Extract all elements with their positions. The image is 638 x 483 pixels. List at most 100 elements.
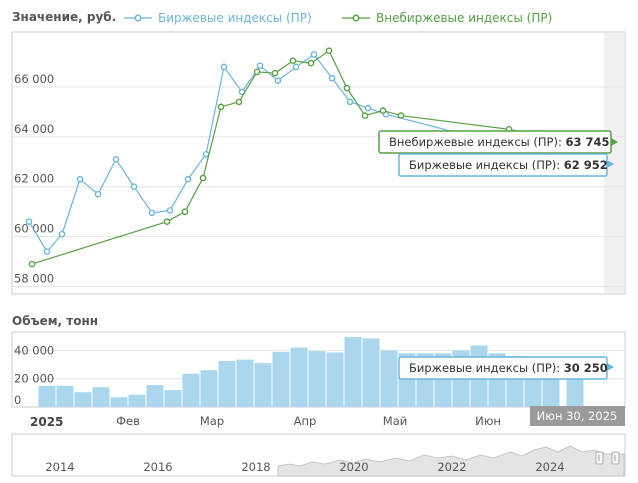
legend-item-otc[interactable]: Внебиржевые индексы (ПР)	[342, 11, 552, 25]
price-point-exchange[interactable]	[292, 63, 300, 71]
volume-bar[interactable]	[146, 385, 164, 407]
volume-bar[interactable]	[236, 359, 254, 407]
tooltip-otc: Внебиржевые индексы (ПР): 63 745	[378, 130, 618, 154]
tooltip-exchange: Биржевые индексы (ПР): 62 952	[398, 153, 614, 177]
volume-bar[interactable]	[38, 385, 56, 407]
price-point-exchange[interactable]	[94, 190, 102, 198]
price-point-exchange[interactable]	[148, 209, 156, 217]
volume-bar[interactable]	[290, 347, 308, 407]
price-point-otc[interactable]	[343, 84, 351, 92]
price-y-tick-label: 58 000	[14, 272, 54, 286]
price-point-exchange[interactable]	[184, 175, 192, 183]
price-point-otc[interactable]	[235, 98, 243, 106]
price-point-otc[interactable]	[28, 260, 36, 268]
price-point-exchange[interactable]	[274, 77, 282, 84]
price-point-exchange[interactable]	[202, 150, 210, 158]
legend-label-exchange: Биржевые индексы (ПР)	[158, 11, 312, 25]
price-point-otc[interactable]	[181, 208, 189, 215]
price-y-ticks: 58 000 60 000 62 000 64 000 66 000	[14, 72, 54, 286]
volume-bar[interactable]	[380, 350, 398, 407]
price-point-otc[interactable]	[325, 47, 333, 55]
price-point-exchange[interactable]	[58, 230, 66, 238]
volume-bar[interactable]	[254, 363, 272, 407]
volume-bar[interactable]	[164, 390, 182, 407]
navigator-year-label: 2022	[437, 460, 466, 474]
volume-bar[interactable]	[182, 373, 200, 407]
price-plot-shade	[604, 33, 624, 293]
tooltip-exchange-label: Биржевые индексы (ПР):	[409, 158, 560, 172]
price-point-exchange[interactable]	[130, 183, 138, 191]
price-y-tick-label: 62 000	[14, 172, 54, 186]
navigator-years: 2014 2016 2018 2020 2022 2024	[45, 460, 564, 474]
price-point-otc[interactable]	[217, 103, 225, 111]
volume-bar[interactable]	[92, 387, 110, 407]
tooltip-volume-text: Биржевые индексы (ПР): 30 250	[409, 361, 608, 375]
date-flag-label: Июн 30, 2025	[537, 409, 618, 423]
price-point-otc[interactable]	[271, 69, 279, 77]
volume-bar[interactable]	[128, 394, 146, 407]
tooltip-otc-pointer	[611, 138, 618, 146]
price-y-tick-label: 66 000	[14, 72, 54, 86]
price-y-tick-label: 64 000	[14, 122, 54, 136]
price-point-otc[interactable]	[289, 57, 297, 64]
tooltip-volume-label: Биржевые индексы (ПР):	[409, 361, 560, 375]
price-point-otc[interactable]	[253, 68, 261, 76]
price-point-otc[interactable]	[379, 107, 387, 114]
navigator-year-label: 2016	[143, 460, 172, 474]
price-y-tick-label: 60 000	[14, 222, 54, 236]
month-tick-label: Фев	[116, 414, 140, 428]
price-point-otc[interactable]	[199, 174, 207, 182]
tooltip-volume: Биржевые индексы (ПР): 30 250	[398, 356, 614, 380]
legend-marker-otc	[352, 14, 360, 22]
price-point-otc[interactable]	[397, 112, 405, 119]
volume-bar[interactable]	[56, 385, 74, 407]
price-point-exchange[interactable]	[310, 51, 318, 58]
volume-y-tick-label: 0	[14, 393, 21, 407]
volume-bar[interactable]	[344, 336, 362, 407]
volume-y-tick-label: 20 000	[14, 372, 54, 386]
month-tick-label: Мар	[200, 414, 224, 428]
price-point-exchange[interactable]	[43, 248, 51, 255]
volume-bar[interactable]	[326, 352, 344, 407]
volume-bar[interactable]	[362, 338, 380, 407]
price-point-otc[interactable]	[361, 112, 369, 119]
volume-bar[interactable]	[218, 361, 236, 407]
volume-axis-title: Объем, тонн	[12, 314, 98, 328]
volume-bar[interactable]	[110, 397, 128, 407]
price-series-line-exchange	[28, 53, 576, 253]
price-point-otc[interactable]	[307, 59, 315, 67]
legend-marker-exchange	[134, 14, 142, 22]
year-label: 2025	[30, 415, 63, 429]
volume-bar[interactable]	[272, 351, 290, 407]
navigator-series	[277, 445, 625, 477]
navigator-handle-right[interactable]	[611, 451, 620, 465]
date-flag: Июн 30, 2025	[530, 406, 625, 426]
price-point-exchange[interactable]	[25, 218, 33, 225]
price-point-exchange[interactable]	[76, 175, 84, 183]
navigator-handle-left[interactable]	[595, 451, 604, 465]
price-point-otc[interactable]	[163, 218, 171, 225]
price-axis-title: Значение, руб.	[12, 10, 116, 24]
tooltip-exchange-text: Биржевые индексы (ПР): 62 952	[409, 158, 608, 172]
navigator-year-label: 2014	[45, 460, 74, 474]
price-point-exchange[interactable]	[256, 62, 264, 69]
tooltip-otc-text: Внебиржевые индексы (ПР): 63 745	[389, 135, 610, 149]
price-point-exchange[interactable]	[364, 104, 372, 112]
tooltip-exchange-pointer	[607, 160, 614, 168]
navigator-year-label: 2024	[535, 460, 564, 474]
tooltip-volume-pointer	[607, 363, 614, 371]
price-point-exchange[interactable]	[166, 207, 174, 214]
volume-bar[interactable]	[74, 392, 92, 407]
time-axis: 2025 Фев Мар Апр Май Июн	[30, 414, 501, 429]
price-point-exchange[interactable]	[346, 98, 354, 106]
volume-y-tick-label: 40 000	[14, 343, 54, 357]
volume-bar[interactable]	[200, 370, 218, 407]
price-point-exchange[interactable]	[328, 74, 336, 82]
date-flag-box	[530, 406, 625, 426]
legend-item-exchange[interactable]: Биржевые индексы (ПР)	[124, 11, 312, 25]
month-tick-label: Июн	[475, 414, 501, 428]
legend-label-otc: Внебиржевые индексы (ПР)	[376, 11, 552, 25]
volume-bar[interactable]	[308, 351, 326, 407]
price-point-exchange[interactable]	[220, 63, 228, 71]
price-point-exchange[interactable]	[112, 155, 120, 163]
